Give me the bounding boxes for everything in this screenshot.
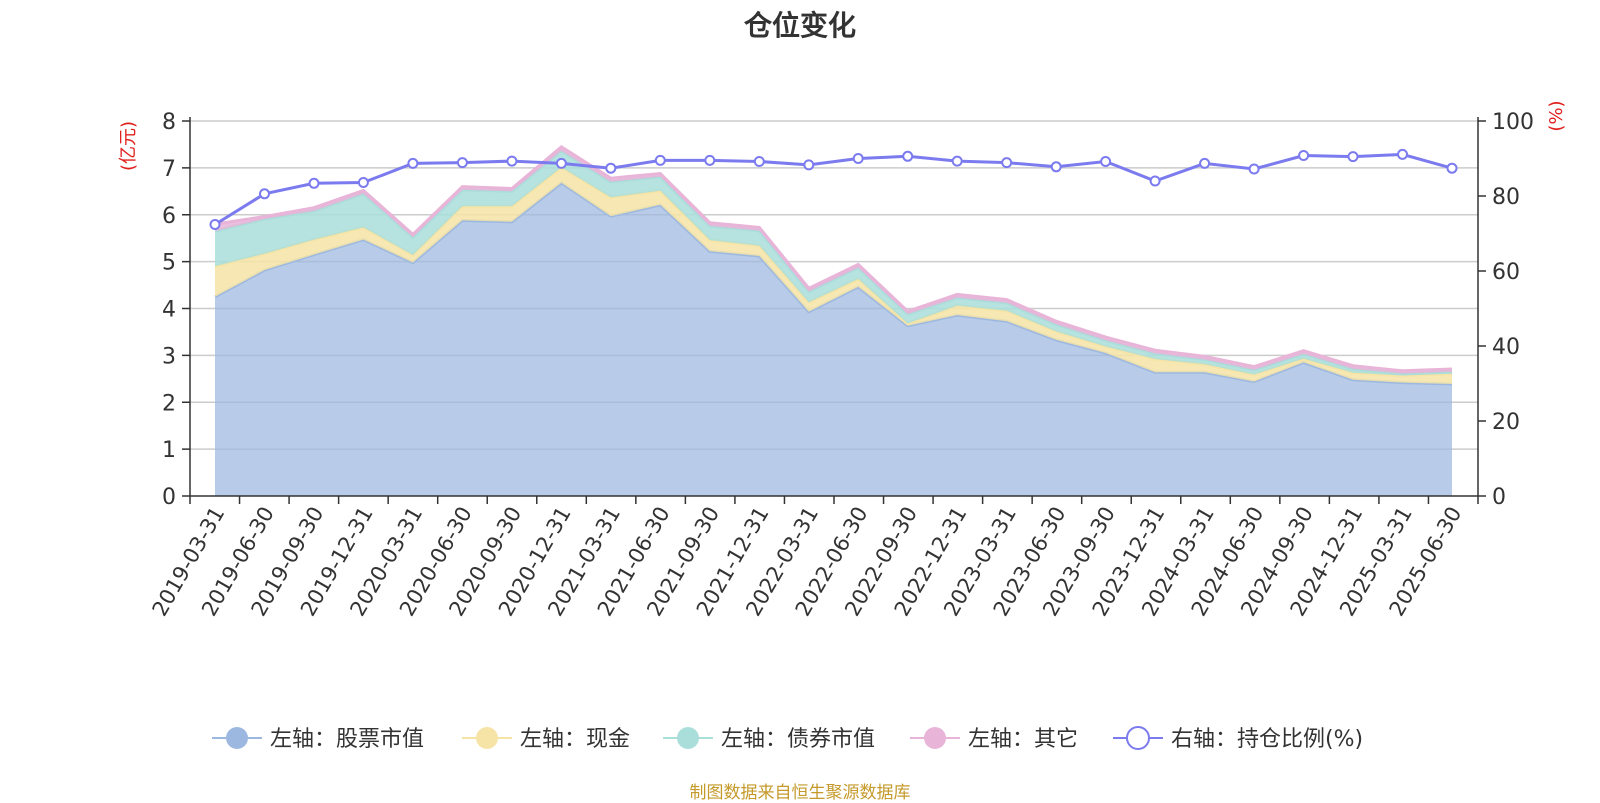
y-left-tick-label: 7 <box>162 157 176 182</box>
ratio-point <box>555 157 567 169</box>
legend-item-other: 左轴：其它 <box>910 727 1078 752</box>
legend-item-ratio: 右轴：持仓比例(%) <box>1113 726 1363 752</box>
legend-marker <box>226 727 248 749</box>
y-left-tick-label: 3 <box>162 344 176 369</box>
ratio-point <box>506 155 518 167</box>
ratio-point <box>951 155 963 167</box>
legend-marker <box>476 727 498 749</box>
legend-marker <box>924 727 946 749</box>
y-right-tick-label: 100 <box>1492 110 1534 135</box>
y-right-tick-label: 0 <box>1492 485 1506 510</box>
ratio-point <box>852 153 864 164</box>
data-source-note: 制图数据来自恒生聚源数据库 <box>689 783 911 803</box>
ratio-point <box>753 156 765 167</box>
ratio-point <box>1298 150 1310 161</box>
ratio-point <box>1248 163 1260 175</box>
y-left-tick-label: 5 <box>162 251 176 276</box>
y-left-tick-label: 4 <box>162 298 176 323</box>
legend-label: 右轴：持仓比例(%) <box>1171 727 1363 752</box>
ratio-point <box>654 154 666 166</box>
line-other <box>214 144 1453 373</box>
ratio-point <box>803 159 815 171</box>
area-stock <box>215 182 1452 496</box>
ratio-point <box>1050 161 1062 173</box>
legend-label: 左轴：股票市值 <box>270 727 424 752</box>
legend-item-cash: 左轴：现金 <box>462 727 630 752</box>
legend-item-stock: 左轴：股票市值 <box>212 727 424 752</box>
ratio-point <box>407 157 419 169</box>
y-right-tick-label: 60 <box>1492 260 1520 285</box>
legend-marker <box>1126 726 1150 750</box>
ratio-point <box>902 150 914 162</box>
legend-label: 左轴：现金 <box>520 727 630 752</box>
legend-marker <box>677 727 699 749</box>
ratio-point <box>605 162 617 174</box>
y-left-tick-label: 0 <box>162 485 176 510</box>
ratio-point <box>209 219 221 230</box>
y-right-tick-label: 20 <box>1492 410 1520 435</box>
ratio-point <box>704 154 716 166</box>
y-right-tick-label: 40 <box>1492 335 1520 360</box>
ratio-point <box>1001 157 1013 169</box>
ratio-point <box>357 177 369 188</box>
ratio-point <box>456 157 468 169</box>
y-left-axis-label: (亿元) <box>118 121 139 171</box>
legend-label: 左轴：债券市值 <box>721 727 875 752</box>
ratio-point <box>259 188 270 200</box>
ratio-point <box>1149 175 1161 187</box>
ratio-point <box>308 177 320 189</box>
ratio-point <box>1347 151 1359 163</box>
ratio-point <box>1100 156 1112 167</box>
ratio-point <box>1446 162 1458 174</box>
y-left-tick-label: 8 <box>162 110 176 135</box>
y-left-tick-label: 1 <box>162 438 176 463</box>
y-left-tick-label: 2 <box>162 391 176 416</box>
chart-title: 仓位变化 <box>743 9 856 42</box>
line-ratio <box>214 152 1453 226</box>
ratio-point <box>1199 157 1211 169</box>
y-right-tick-label: 80 <box>1492 185 1520 210</box>
ratio-point <box>1397 148 1408 160</box>
legend-label: 左轴：其它 <box>968 727 1078 752</box>
y-right-axis-label: (%) <box>1546 100 1567 131</box>
legend-item-bond: 左轴：债券市值 <box>663 727 875 752</box>
y-left-tick-label: 6 <box>162 204 176 229</box>
